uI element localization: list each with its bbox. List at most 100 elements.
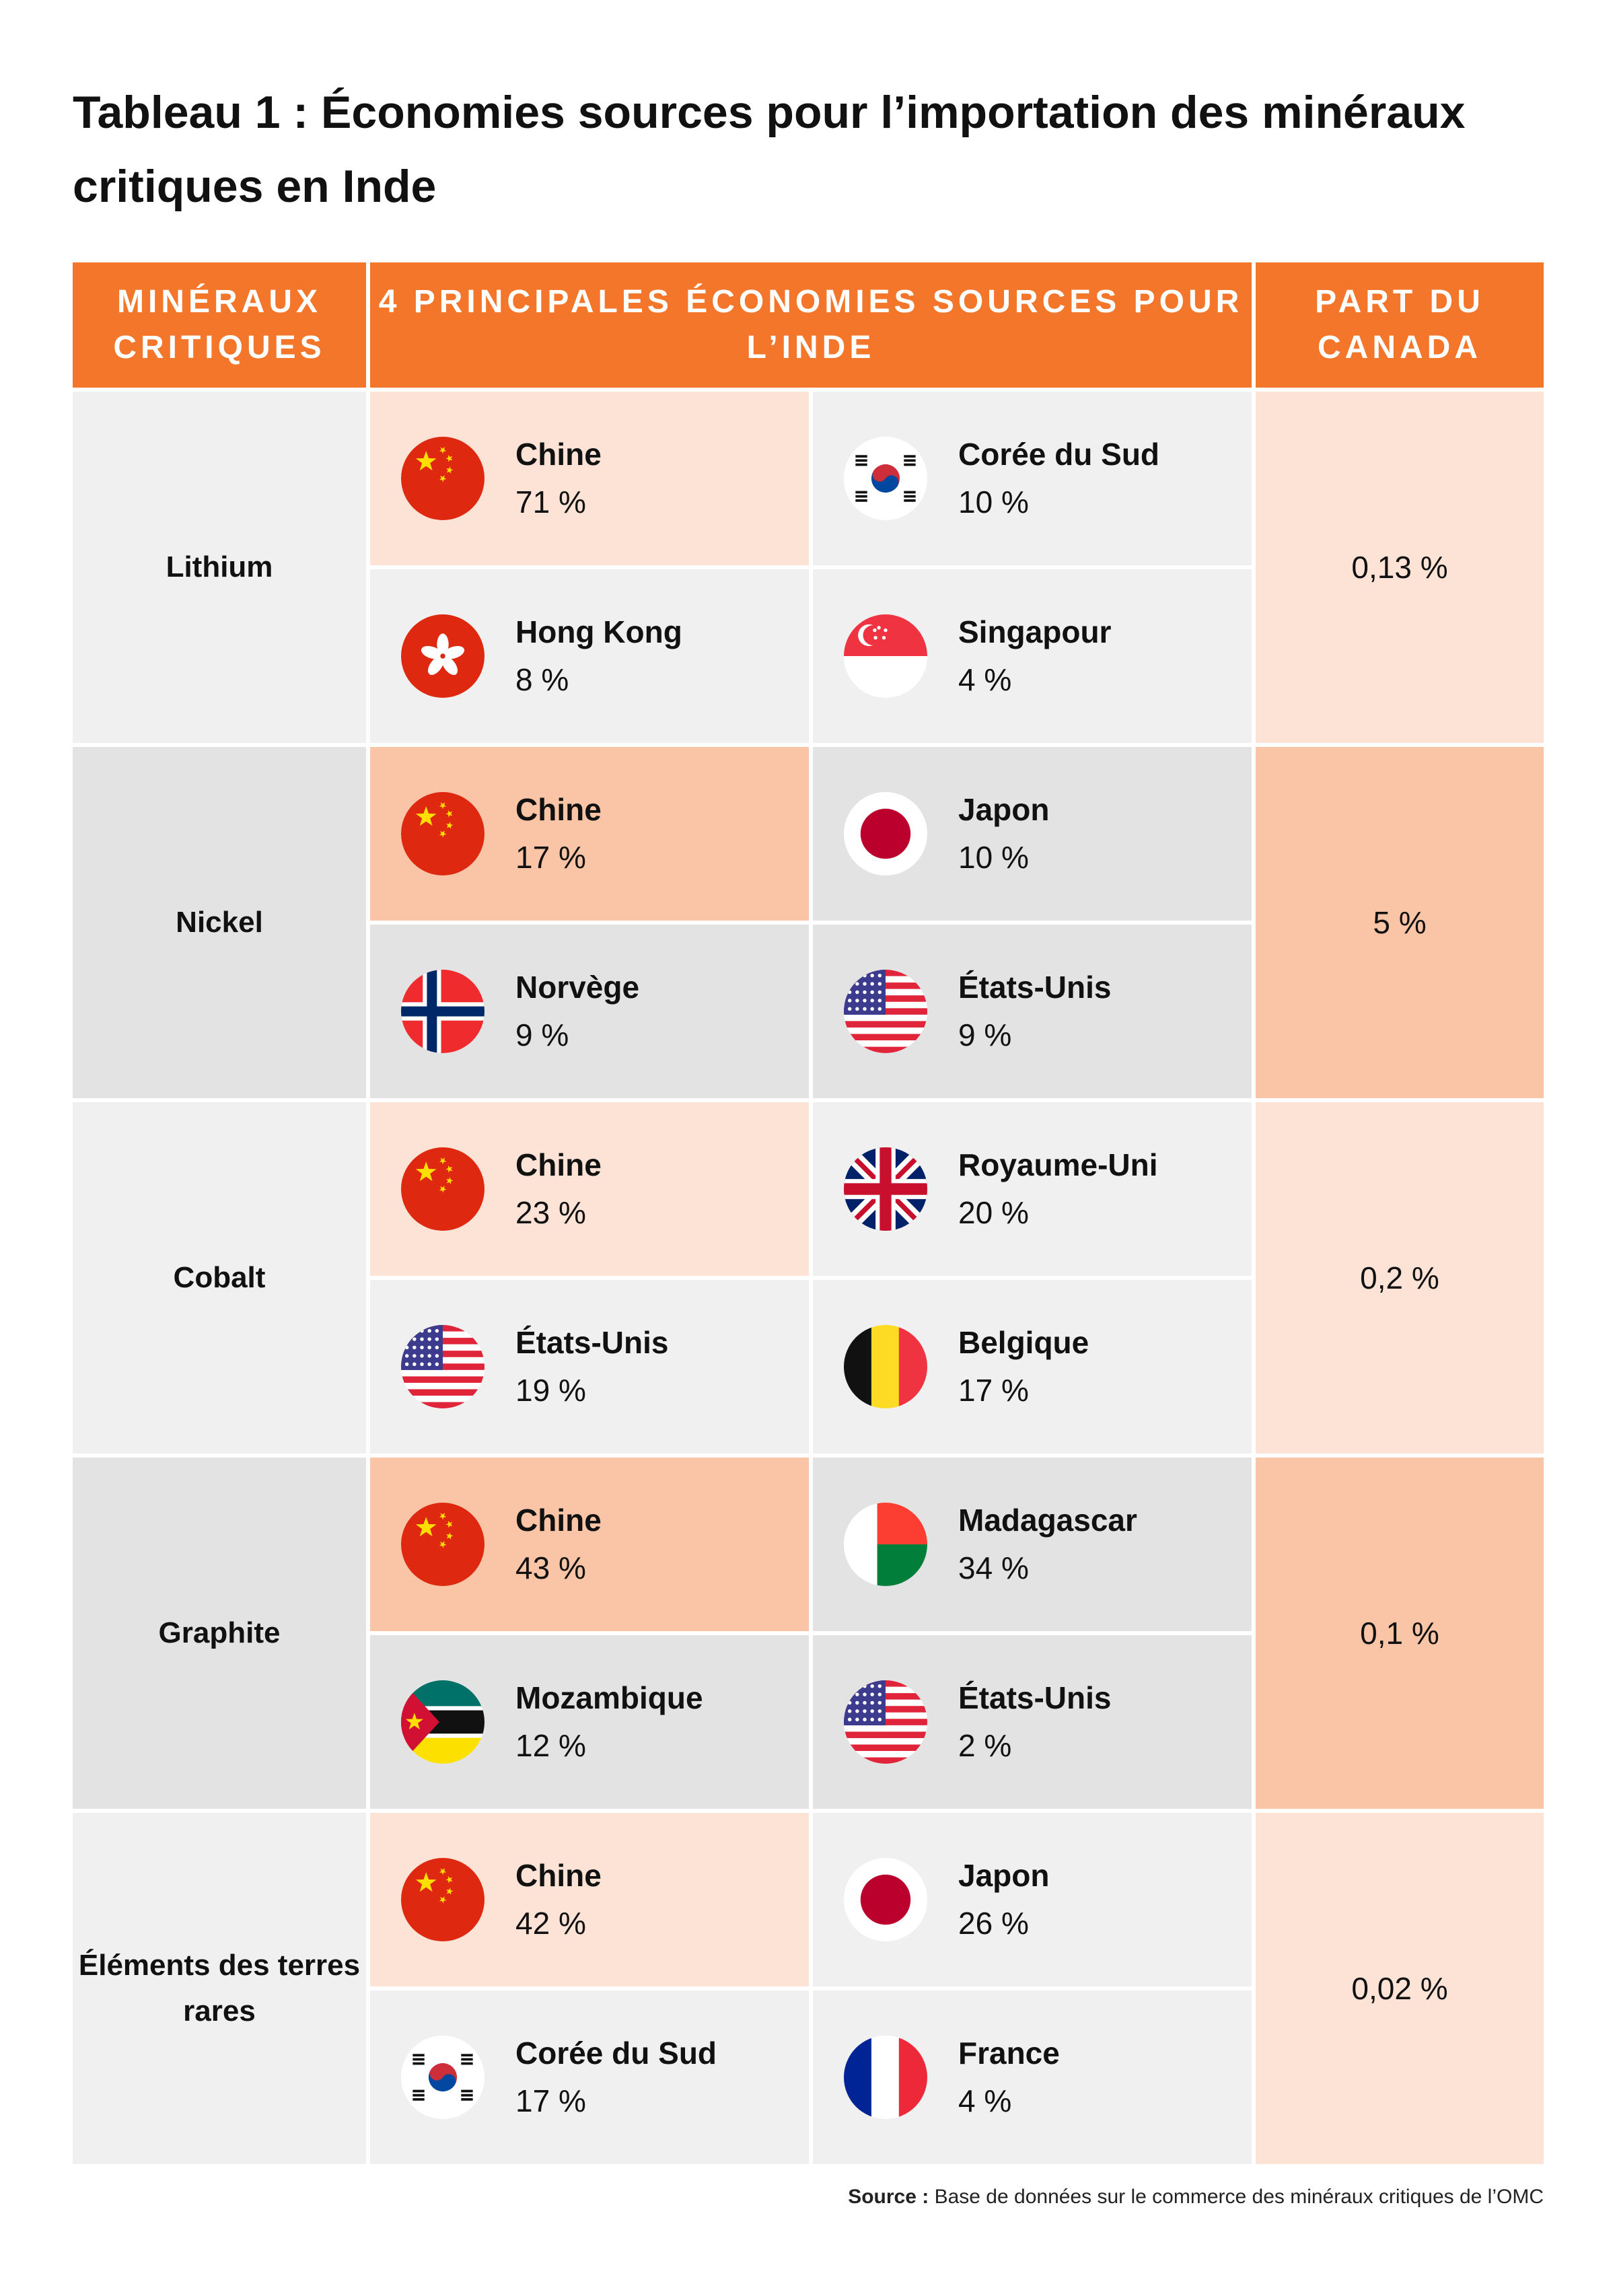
china-flag-icon <box>401 1503 485 1586</box>
source-text: Base de données sur le commerce des miné… <box>934 2186 1544 2208</box>
usa-flag-icon <box>844 970 927 1053</box>
country-share: 9 % <box>958 1017 1012 1052</box>
source-chine: Chine 43 % <box>370 1458 809 1631</box>
country-name: Chine <box>515 1858 602 1893</box>
source-text-block: Chine 23 % <box>515 1141 602 1237</box>
china-flag-icon <box>401 437 485 520</box>
source-text-block: Singapour 4 % <box>958 608 1111 704</box>
country-share: 10 % <box>958 485 1029 519</box>
country-share: 20 % <box>958 1195 1029 1230</box>
country-share: 9 % <box>515 1017 569 1052</box>
country-name: Corée du Sud <box>515 2036 717 2071</box>
country-share: 19 % <box>515 1373 586 1408</box>
country-share: 26 % <box>958 1906 1029 1941</box>
country-share: 17 % <box>515 2083 586 2118</box>
source-text-block: États-Unis 2 % <box>958 1674 1111 1770</box>
source-chine: Chine 23 % <box>370 1102 809 1276</box>
country-name: Chine <box>515 1503 602 1538</box>
country-share: 23 % <box>515 1195 586 1230</box>
france-flag-icon <box>844 2036 927 2119</box>
country-share: 17 % <box>958 1373 1029 1408</box>
source-text-block: États-Unis 9 % <box>958 964 1111 1059</box>
source-economies: Chine 42 % Japon 26 % Corée du Sud 17 % France… <box>370 1813 1252 2164</box>
source-text-block: Hong Kong 8 % <box>515 608 682 704</box>
country-name: États-Unis <box>515 1325 669 1360</box>
source-text-block: Chine 71 % <box>515 431 602 526</box>
country-name: Japon <box>958 1858 1050 1893</box>
south-korea-flag-icon <box>844 437 927 520</box>
country-share: 34 % <box>958 1550 1029 1585</box>
table-row: Cobalt Chine 23 % Royaume-Uni 20 % États-Unis… <box>73 1102 1544 1454</box>
singapore-flag-icon <box>844 614 927 698</box>
china-flag-icon <box>401 792 485 875</box>
norway-flag-icon <box>401 970 485 1053</box>
mineral-name: Graphite <box>73 1458 366 1809</box>
country-name: Japon <box>958 792 1050 827</box>
country-share: 4 % <box>958 662 1012 697</box>
source-etats-unis: États-Unis 9 % <box>813 925 1252 1098</box>
uk-flag-icon <box>844 1147 927 1231</box>
country-share: 2 % <box>958 1728 1012 1763</box>
mineral-name: Éléments des terres rares <box>73 1813 366 2164</box>
source-note: Source : Base de données sur le commerce… <box>848 2186 1544 2209</box>
source-singapour: Singapour 4 % <box>813 569 1252 743</box>
country-name: Chine <box>515 1147 602 1182</box>
source-text-block: Chine 17 % <box>515 786 602 882</box>
source-chine: Chine 71 % <box>370 392 809 565</box>
hong-kong-flag-icon <box>401 614 485 698</box>
source-mozambique: Mozambique 12 % <box>370 1635 809 1809</box>
source-text-block: France 4 % <box>958 2030 1060 2125</box>
china-flag-icon <box>401 1858 485 1941</box>
usa-flag-icon <box>844 1680 927 1764</box>
source-etats-unis: États-Unis 2 % <box>813 1635 1252 1809</box>
source-chine: Chine 42 % <box>370 1813 809 1986</box>
usa-flag-icon <box>401 1325 485 1408</box>
mozambique-flag-icon <box>401 1680 485 1764</box>
country-share: 12 % <box>515 1728 586 1763</box>
source-text-block: Mozambique 12 % <box>515 1674 703 1770</box>
source-royaume-uni: Royaume-Uni 20 % <box>813 1102 1252 1276</box>
country-share: 10 % <box>958 840 1029 875</box>
source-text-block: Royaume-Uni 20 % <box>958 1141 1157 1237</box>
source-text-block: Chine 42 % <box>515 1852 602 1947</box>
source-france: France 4 % <box>813 1990 1252 2164</box>
country-share: 17 % <box>515 840 586 875</box>
country-name: France <box>958 2036 1060 2071</box>
canada-share: 0,02 % <box>1256 1813 1544 2164</box>
source-text-block: Japon 26 % <box>958 1852 1049 1947</box>
source-text-block: Japon 10 % <box>958 786 1049 882</box>
source-text-block: Chine 43 % <box>515 1497 602 1592</box>
source-text-block: Corée du Sud 17 % <box>515 2030 717 2125</box>
minerals-table: MINÉRAUX CRITIQUES 4 PRINCIPALES ÉCONOMI… <box>73 262 1544 2164</box>
mineral-name: Nickel <box>73 747 366 1098</box>
country-name: Mozambique <box>515 1680 703 1715</box>
country-name: Singapour <box>958 614 1112 649</box>
country-name: Belgique <box>958 1325 1089 1360</box>
header-minerals: MINÉRAUX CRITIQUES <box>73 262 366 388</box>
madagascar-flag-icon <box>844 1503 927 1586</box>
source-economies: Chine 43 % Madagascar 34 % Mozambique 12 % Éta… <box>370 1458 1252 1809</box>
belgium-flag-icon <box>844 1325 927 1408</box>
country-share: 4 % <box>958 2083 1012 2118</box>
source-chine: Chine 17 % <box>370 747 809 921</box>
country-name: États-Unis <box>958 970 1112 1005</box>
source-text-block: Belgique 17 % <box>958 1319 1089 1414</box>
country-name: Chine <box>515 792 602 827</box>
source-etats-unis: États-Unis 19 % <box>370 1280 809 1454</box>
canada-share: 0,1 % <box>1256 1458 1544 1809</box>
source-economies: Chine 17 % Japon 10 % Norvège 9 % États-Unis 9 … <box>370 747 1252 1098</box>
source-economies: Chine 71 % Corée du Sud 10 % Hong Kong 8 % Sin… <box>370 392 1252 743</box>
page-title: Tableau 1 : Économies sources pour l’imp… <box>73 87 1466 212</box>
table-header: MINÉRAUX CRITIQUES 4 PRINCIPALES ÉCONOMI… <box>73 262 1544 388</box>
canada-share: 0,13 % <box>1256 392 1544 743</box>
source-hong-kong: Hong Kong 8 % <box>370 569 809 743</box>
source-text-block: Corée du Sud 10 % <box>958 431 1159 526</box>
country-name: États-Unis <box>958 1680 1112 1715</box>
japan-flag-icon <box>844 1858 927 1941</box>
table-row: Éléments des terres rares Chine 42 % Japon 2… <box>73 1813 1544 2164</box>
country-name: Norvège <box>515 970 640 1005</box>
table-body: Lithium Chine 71 % Corée du Sud 10 % Hong Kon… <box>73 392 1544 2164</box>
source-text-block: États-Unis 19 % <box>515 1319 668 1414</box>
country-share: 43 % <box>515 1550 586 1585</box>
japan-flag-icon <box>844 792 927 875</box>
